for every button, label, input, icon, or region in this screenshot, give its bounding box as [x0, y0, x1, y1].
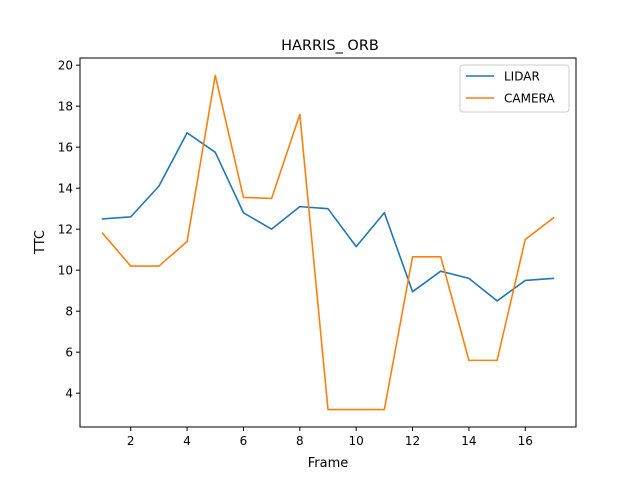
axes: 2 4 6 8 10 12 14 16 4 6 8 10 12 14 16 18 20 — [58, 57, 577, 448]
series-line-camera — [101, 74, 555, 411]
y-tick-label: 12 — [58, 223, 73, 237]
x-tick-label: 14 — [461, 434, 476, 448]
x-tick-label: 12 — [405, 434, 420, 448]
legend-label-camera: CAMERA — [504, 92, 555, 106]
plot-area — [101, 74, 555, 411]
y-tick-label: 16 — [58, 141, 73, 155]
y-tick-label: 10 — [58, 264, 73, 278]
axes-frame — [79, 57, 577, 428]
legend-label-lidar: LIDAR — [504, 70, 540, 84]
y-tick-label: 8 — [65, 305, 73, 319]
x-tick-label: 10 — [349, 434, 364, 448]
y-tick-label: 6 — [65, 346, 73, 360]
y-tick-label: 18 — [58, 100, 73, 114]
series-line-lidar — [101, 132, 555, 302]
y-tick-label: 20 — [58, 59, 73, 73]
legend: LIDAR CAMERA — [459, 64, 570, 113]
x-tick-label: 16 — [518, 434, 533, 448]
x-tick-label: 2 — [127, 434, 135, 448]
y-tick-label: 4 — [65, 387, 73, 401]
y-tick-label: 14 — [58, 182, 73, 196]
x-tick-label: 8 — [296, 434, 304, 448]
y-axis-label: TTC — [33, 230, 48, 255]
x-axis-label: Frame — [308, 456, 349, 471]
x-tick-label: 4 — [183, 434, 191, 448]
chart-title: HARRIS_ ORB — [281, 38, 379, 54]
x-tick-label: 6 — [240, 434, 248, 448]
